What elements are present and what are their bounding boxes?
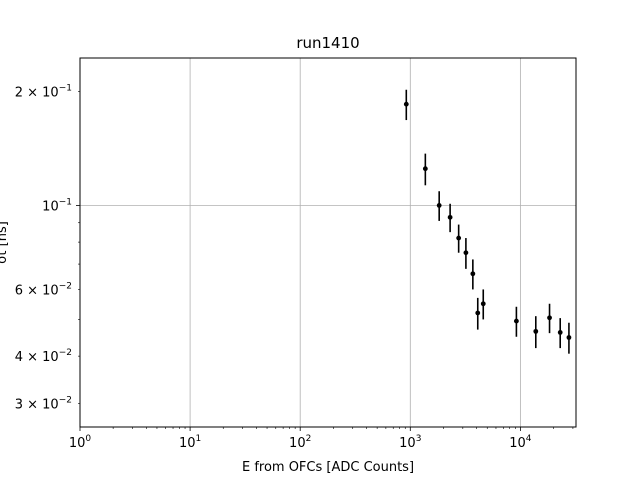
x-tick-label: 102 [289, 434, 311, 451]
plot-frame [79, 57, 577, 428]
y-tick-label: 3 × 10−2 [15, 395, 72, 412]
data-point [403, 101, 409, 107]
grid-layer [79, 58, 576, 427]
y-tick-label: 10−1 [42, 197, 72, 214]
data-point [463, 250, 469, 256]
data-point [447, 214, 453, 220]
y-axis-label: σt [ns] [0, 221, 10, 264]
data-point [566, 335, 572, 340]
x-tick-label: 100 [69, 434, 92, 451]
data-point [456, 235, 462, 241]
data-point [547, 315, 552, 321]
data-point [475, 310, 481, 316]
data-layer [403, 89, 572, 354]
data-point [557, 330, 563, 335]
y-tick-label: 6 × 10−2 [15, 281, 72, 298]
x-tick-label: 103 [399, 434, 421, 451]
x-tick-label: 104 [509, 434, 532, 451]
chart-title: run1410 [296, 34, 359, 52]
data-point [480, 301, 486, 307]
x-axis-label: E from OFCs [ADC Counts] [242, 460, 414, 475]
y-tick-label: 4 × 10−2 [15, 348, 72, 365]
tick-labels: 100 101 102 103 104 2 × 10−1 10−1 6 × 10−2 4 × 1… [15, 83, 532, 451]
data-point [470, 271, 476, 277]
minor-ticks [78, 91, 574, 429]
y-tick-label: 2 × 10−1 [15, 83, 72, 100]
data-point [422, 166, 428, 172]
data-point [513, 318, 519, 324]
major-ticks [76, 205, 521, 431]
data-point [436, 203, 442, 208]
data-point [533, 328, 539, 334]
x-tick-label: 101 [179, 434, 201, 451]
